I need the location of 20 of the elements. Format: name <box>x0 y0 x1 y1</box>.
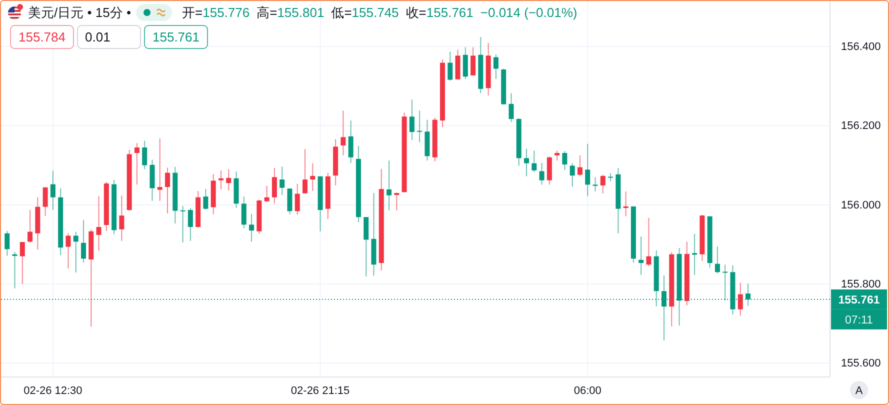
annotation: 收=155.761 <box>406 5 474 20</box>
y-tick-label: 155.800 <box>841 278 881 291</box>
chart-title: 美元/日元 • 15分 • <box>28 5 132 20</box>
y-tick-label: 156.200 <box>841 120 881 132</box>
annotation: −0.014 (−0.01%) <box>480 5 578 20</box>
x-tick-label: 02-26 12:30 <box>24 384 82 397</box>
annotation: 0.01 <box>85 30 110 44</box>
x-tick-label: 02-26 21:15 <box>290 384 350 397</box>
ref-line-label: 155.761 <box>838 294 880 306</box>
y-tick-label: 156.000 <box>841 199 881 212</box>
annotation: 155.784 <box>18 30 66 44</box>
x-tick-label: 06:00 <box>574 384 602 397</box>
text: 07:11 <box>845 314 873 326</box>
text: A <box>855 385 864 397</box>
y-tick-label: 156.400 <box>841 41 881 54</box>
annotation: 高=155.801 <box>256 5 324 20</box>
annotation: 开=155.776 <box>182 5 250 20</box>
annotation: 155.761 <box>152 30 200 44</box>
annotation: 低=155.745 <box>331 5 399 20</box>
y-tick-label: 155.600 <box>841 358 881 370</box>
